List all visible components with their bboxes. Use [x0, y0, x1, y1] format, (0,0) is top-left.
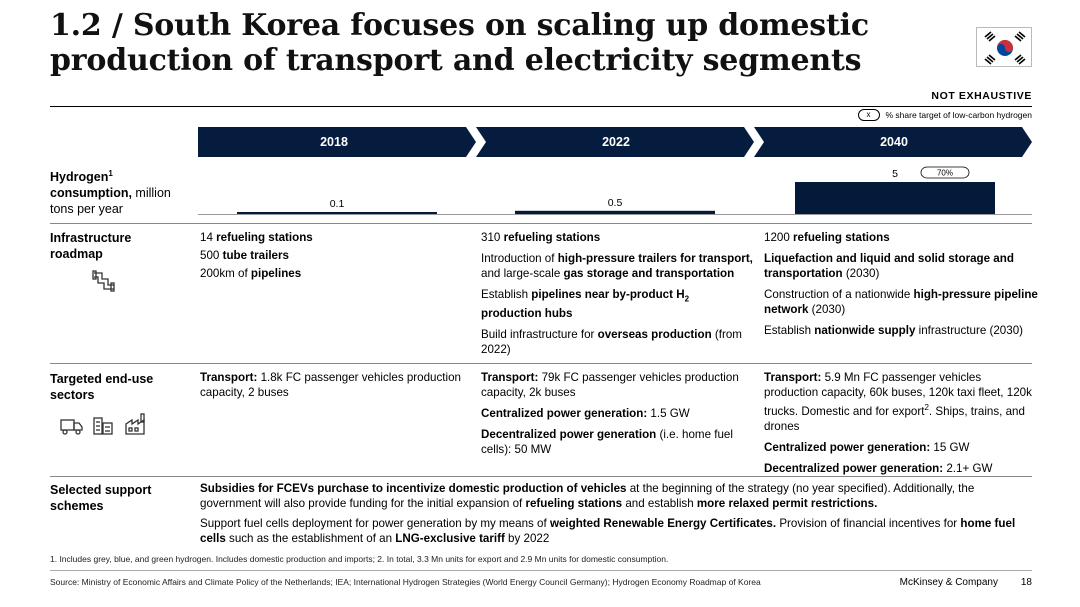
enduse-2040: Transport: 5.9 Mn FC passenger vehicles …	[764, 371, 1032, 475]
support-schemes: Subsidies for FCEVs purchase to incentiv…	[200, 482, 1016, 545]
row-label-support: Selected support schemes	[50, 483, 152, 513]
legend-text: % share target of low-carbon hydrogen	[885, 110, 1032, 120]
brand-name: McKinsey & Company	[899, 577, 998, 588]
bar-2022	[515, 210, 715, 214]
share-pill-label: 70%	[937, 169, 953, 178]
buildings-icon	[92, 414, 114, 439]
page-title: 1.2 / South Korea focuses on scaling up …	[50, 8, 869, 78]
infra-2018: 14 refueling stations 500 tube trailers …	[200, 231, 313, 280]
footnote-2-marker: 2	[924, 403, 929, 412]
divider-3	[50, 476, 1032, 477]
value-label-2022: 0.5	[608, 197, 623, 209]
share-pill	[920, 166, 970, 179]
row-label-infrastructure: Infrastructure roadmap	[50, 231, 132, 261]
bar-2018	[237, 212, 437, 214]
truck-icon	[60, 416, 84, 439]
chevron-2018	[198, 127, 476, 157]
row-label-consumption-l2: consumption,	[50, 186, 132, 201]
bar-2040	[795, 182, 995, 214]
chevron-2040	[754, 127, 1032, 157]
value-label-2040: 5	[892, 168, 898, 180]
chart-baseline	[198, 214, 1032, 215]
infra-2040: 1200 refueling stations Liquefaction and…	[764, 231, 1038, 337]
south-korea-flag-icon	[976, 27, 1032, 67]
divider-1	[50, 223, 1032, 224]
row-label-consumption-l3: tons per year	[50, 202, 123, 217]
timeline-label-2022: 2022	[602, 135, 630, 149]
footer-divider	[50, 570, 1032, 571]
legend: x % share target of low-carbon hydrogen	[857, 109, 1032, 121]
pipeline-icon	[92, 270, 116, 295]
row-label-consumption-l1: Hydrogen	[50, 170, 109, 185]
timeline-chevrons	[198, 127, 1032, 157]
value-label-2018: 0.1	[330, 198, 345, 210]
not-exhaustive-tag: NOT EXHAUSTIVE	[931, 90, 1032, 102]
footnote-1-marker: 1	[108, 169, 113, 178]
row-label-enduse: Targeted end-use sectors	[50, 372, 154, 402]
page-number: 18	[1020, 577, 1032, 588]
footnotes: 1. Includes grey, blue, and green hydrog…	[50, 554, 669, 564]
timeline: 2018 2022 2040	[198, 127, 1032, 157]
legend-pill: x	[857, 109, 880, 121]
consumption-chart: 0.1 0.5 5 70%	[237, 166, 995, 214]
source-note: Source: Ministry of Economic Affairs and…	[50, 577, 761, 587]
divider-2	[50, 363, 1032, 364]
factory-icon	[124, 412, 148, 439]
timeline-label-2040: 2040	[880, 135, 908, 149]
infra-2022: 310 refueling stations Introduction of h…	[481, 231, 753, 357]
chevron-2022	[476, 127, 754, 157]
timeline-label-2018: 2018	[320, 135, 348, 149]
enduse-2018: Transport: 1.8k FC passenger vehicles pr…	[200, 371, 461, 399]
title-divider	[50, 106, 1032, 107]
enduse-2022: Transport: 79k FC passenger vehicles pro…	[481, 371, 739, 456]
row-label-consumption-l2b: million	[131, 186, 171, 201]
row-label-consumption: Hydrogen1 consumption, million tons per …	[50, 166, 171, 217]
